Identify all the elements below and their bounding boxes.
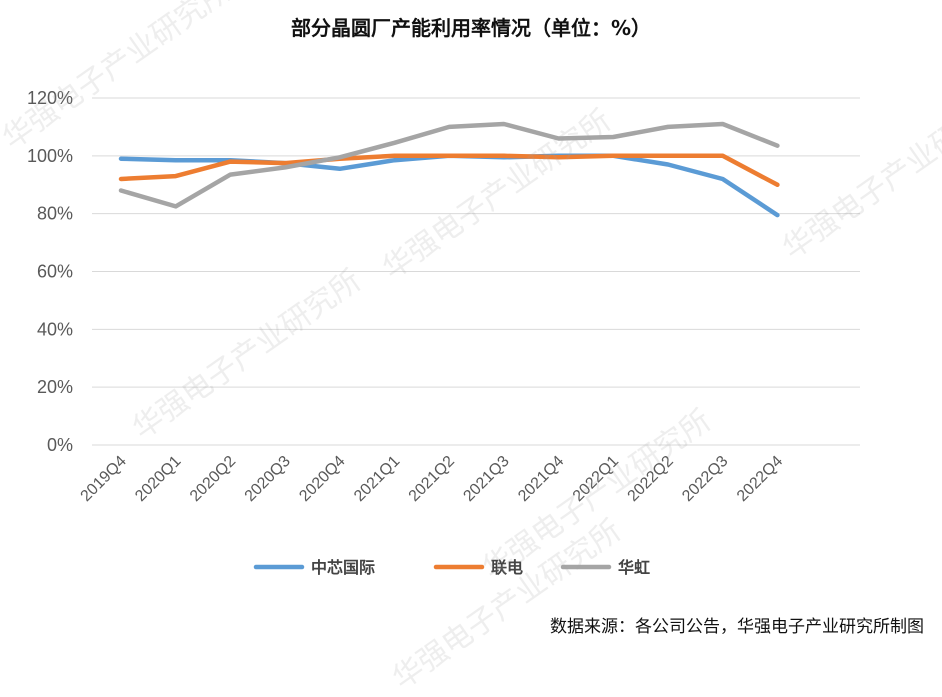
chart-title: 部分晶圆厂产能利用率情况（单位：%） <box>290 16 652 40</box>
x-tick-label: 2020Q1 <box>132 453 184 505</box>
x-axis-ticks: 2019Q4 2020Q1 2020Q2 2020Q3 2020Q4 2021Q1 2021… <box>78 453 787 505</box>
legend-label: 中芯国际 <box>311 558 375 577</box>
x-tick-label: 2022Q1 <box>570 453 622 505</box>
y-tick-label: 0% <box>47 435 73 455</box>
y-tick-label: 120% <box>27 88 73 108</box>
x-tick-label: 2021Q1 <box>351 453 403 505</box>
series-line <box>118 153 780 188</box>
y-tick-label: 100% <box>27 146 73 166</box>
x-tick-label: 2022Q2 <box>625 453 677 505</box>
y-tick-label: 20% <box>37 377 73 397</box>
y-axis-ticks: 0% 20% 40% 60% 80% 100% 120% <box>27 88 73 455</box>
y-tick-label: 80% <box>37 204 73 224</box>
y-tick-label: 60% <box>37 262 73 282</box>
legend-label: 联电 <box>491 558 523 577</box>
x-tick-label: 2022Q3 <box>679 453 731 505</box>
y-tick-label: 40% <box>37 319 73 339</box>
x-tick-label: 2020Q4 <box>296 453 348 505</box>
x-tick-label: 2021Q2 <box>406 453 458 505</box>
grid <box>92 97 860 446</box>
x-tick-label: 2021Q4 <box>515 453 567 505</box>
x-tick-label: 2022Q4 <box>734 453 786 505</box>
source-note: 数据来源：各公司公告，华强电子产业研究所制图 <box>550 617 924 637</box>
series-lines <box>118 121 780 218</box>
legend: 中芯国际 联电 华虹 <box>253 558 650 577</box>
x-tick-label: 2021Q3 <box>460 453 512 505</box>
x-tick-label: 2020Q3 <box>242 453 294 505</box>
line-chart: 0%20%40%60%80%100%120% 2019Q4 2020Q1 2020Q… <box>27 88 860 577</box>
x-tick-label: 2019Q4 <box>78 453 130 505</box>
x-tick-label: 2020Q2 <box>187 453 239 505</box>
series-line <box>118 121 780 209</box>
legend-label: 华虹 <box>618 558 650 577</box>
